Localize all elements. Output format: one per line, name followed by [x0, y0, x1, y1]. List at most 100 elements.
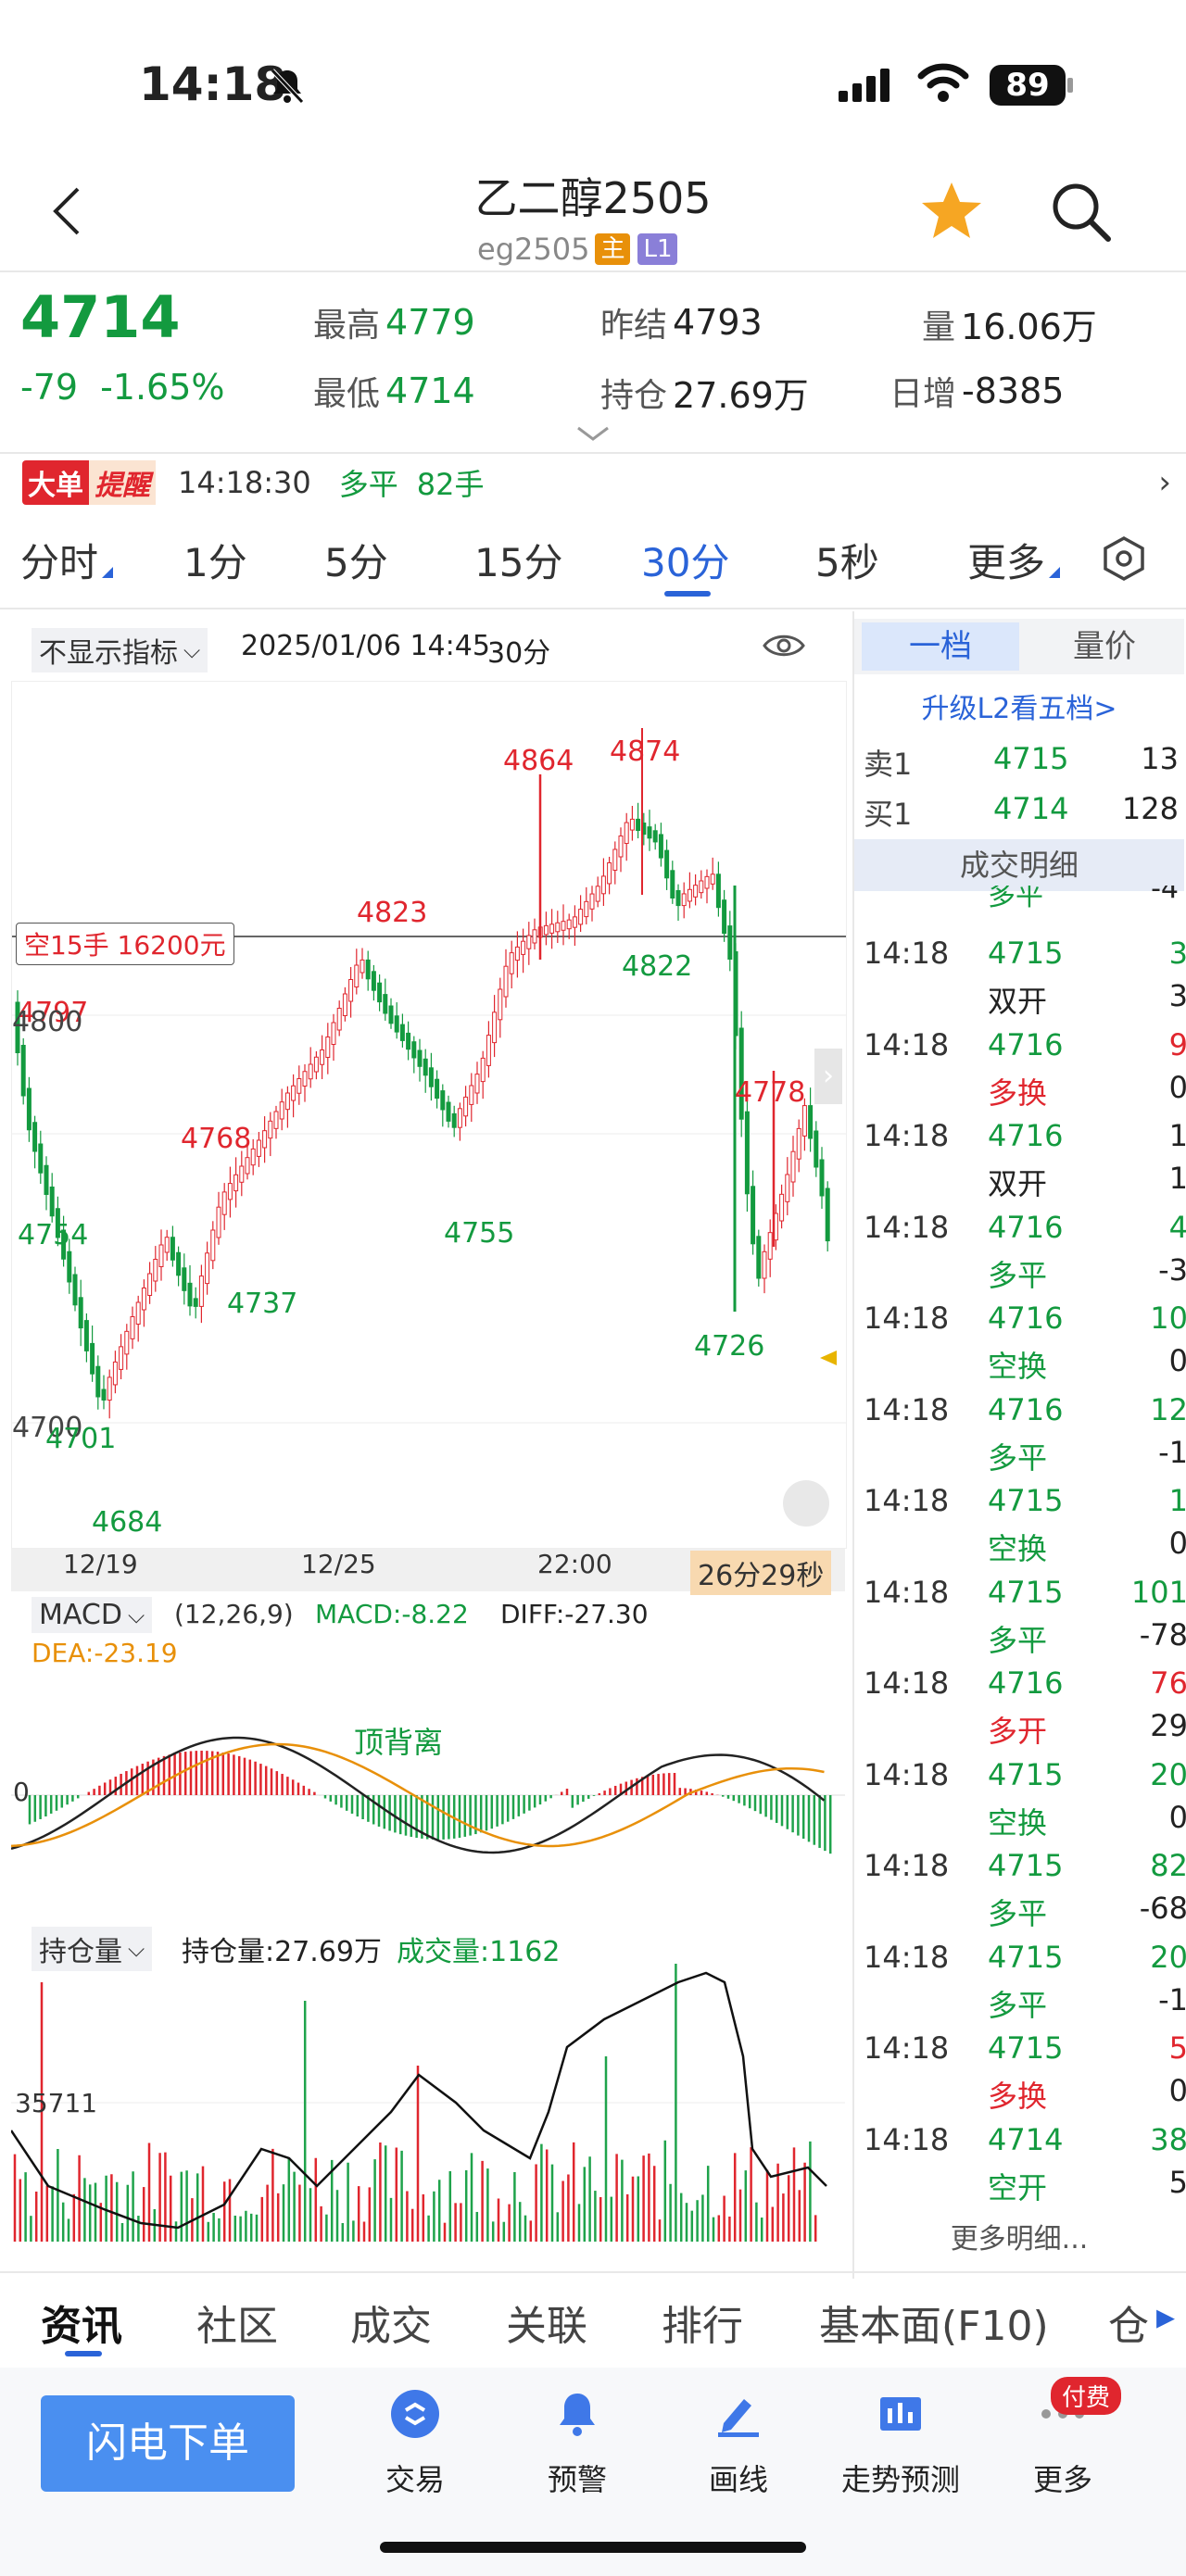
candle-body — [67, 1250, 72, 1283]
tab-3[interactable]: 15分 — [474, 540, 563, 585]
macd-select[interactable]: MACD ⌵ — [32, 1597, 153, 1633]
candle-body — [296, 1078, 302, 1094]
nav-alert[interactable]: 预警 — [508, 2388, 647, 2499]
bottom-tab-5[interactable]: 基本面(F10) — [819, 2303, 1049, 2350]
bottom-tab-6[interactable]: 仓 — [1108, 2303, 1149, 2350]
level-tag: L1 — [637, 233, 678, 265]
expand-chevron-icon[interactable] — [574, 424, 612, 443]
search-icon[interactable] — [1049, 180, 1114, 245]
last-price: 4714 — [20, 283, 181, 351]
candle-body — [383, 994, 388, 1014]
trade-row: 14:18 4715 3 双开 3 — [864, 932, 1186, 1019]
candle-body — [600, 875, 606, 895]
indicator-select[interactable]: 不显示指标 ⌵ — [32, 628, 208, 672]
trade-oi-change: 3 — [1168, 978, 1186, 1013]
trade-volume: 1 — [1168, 1483, 1186, 1518]
back-arrow-icon[interactable] — [48, 183, 85, 239]
countdown-badge: 26分29秒 — [690, 1551, 832, 1595]
upgrade-l2-link[interactable]: 升级L2看五档> — [921, 693, 1117, 725]
candle-body — [463, 1096, 469, 1117]
header-divider — [0, 270, 1186, 272]
alert-badge: 大单 — [22, 460, 89, 505]
candle-body — [112, 1361, 118, 1386]
tab-1[interactable]: 1分 — [183, 540, 247, 585]
candle-body — [365, 959, 371, 980]
bottom-tab-1[interactable]: 社区 — [196, 2303, 278, 2350]
candle-body — [457, 1108, 462, 1128]
nav-draw[interactable]: 画线 — [669, 2388, 808, 2499]
tab-6[interactable]: 更多 — [967, 540, 1046, 585]
trade-type: 双开 — [988, 1166, 1048, 1201]
candle-body — [647, 826, 652, 839]
trade-row: 14:18 4716 4 多平 -3 — [864, 1206, 1186, 1293]
bottom-tab-2[interactable]: 成交 — [350, 2303, 432, 2350]
dea-value: DEA:-23.19 — [32, 1638, 178, 1668]
settings-hexagon-icon[interactable] — [1101, 535, 1147, 582]
candle-body — [182, 1267, 187, 1291]
tab-4[interactable]: 30分 — [641, 540, 730, 585]
price-label: 4823 — [357, 897, 428, 929]
trade-row: 14:18 4716 12 多平 -1 — [864, 1389, 1186, 1476]
eye-icon[interactable] — [762, 630, 806, 661]
star-favorite-icon[interactable] — [919, 180, 984, 241]
candle-body — [819, 1159, 825, 1197]
tab-0[interactable]: 分时 — [20, 540, 99, 585]
bottom-tab-4[interactable]: 排行 — [662, 2303, 743, 2350]
candle-body — [245, 1157, 250, 1175]
candle-body — [354, 964, 360, 987]
trade-price: 4716 — [988, 1665, 1064, 1701]
oi-select[interactable]: 持仓量 ⌵ — [32, 1927, 153, 1971]
nav-more[interactable]: 更多 — [993, 2388, 1132, 2499]
candle-body — [250, 1148, 256, 1166]
candle-body — [239, 1165, 245, 1183]
trade-time: 14:18 — [864, 1209, 950, 1245]
flash-order-button[interactable]: 闪电下单 — [41, 2395, 295, 2492]
oi-level-label: 35711 — [15, 2088, 98, 2118]
side-panel-border — [852, 611, 854, 2279]
scroll-right-handle[interactable]: › — [814, 1049, 842, 1104]
bottom-tab-3[interactable]: 关联 — [506, 2303, 587, 2350]
order-line-label[interactable]: 空15手 16200元 — [16, 923, 234, 965]
nav-trend-forecast[interactable]: 走势预测 — [831, 2388, 970, 2499]
candle-body — [658, 834, 663, 859]
diff-line — [10, 1736, 826, 1854]
trade-time: 14:18 — [864, 1483, 950, 1518]
candle-body — [72, 1274, 78, 1306]
candle-body — [325, 1037, 331, 1058]
side-tab-volume-price[interactable]: 量价 — [1073, 628, 1136, 665]
candlestick-chart[interactable]: 空15手 16200元 4874 4864 4823 4822 4797 4800 4778… — [11, 681, 847, 1549]
candle-body — [498, 988, 503, 1021]
contract-subtitle: eg2505 主 L1 — [477, 232, 678, 267]
bottom-tabs-next-icon[interactable]: ▸ — [1156, 2295, 1176, 2338]
more-deals-link[interactable]: 更多明细... — [950, 2223, 1089, 2256]
tabs-divider — [0, 608, 1186, 609]
price-label: 4755 — [444, 1217, 515, 1250]
candle-body — [767, 1232, 773, 1260]
oi-volume-svg — [9, 1964, 845, 2242]
daily-increase-stat: 日增 -8385 — [890, 367, 1064, 415]
bid-label: 买1 — [864, 797, 913, 832]
candle-body — [555, 922, 561, 933]
chart-period: 30分 — [487, 637, 551, 670]
candle-body — [216, 1206, 221, 1238]
trade-type: 多平 — [988, 1257, 1048, 1293]
tab-2[interactable]: 5分 — [324, 540, 388, 585]
bottom-tab-0[interactable]: 资讯 — [41, 2303, 122, 2350]
status-time: 14:18 — [139, 57, 287, 111]
fullscreen-icon[interactable] — [783, 1480, 829, 1527]
price-label: 4864 — [503, 745, 574, 777]
tab-5[interactable]: 5秒 — [815, 540, 879, 585]
candle-body — [388, 1005, 394, 1024]
candle-body — [187, 1282, 193, 1307]
nav-trade[interactable]: 交易 — [346, 2388, 485, 2499]
price-label: 4800 — [12, 1006, 83, 1038]
big-order-alert[interactable]: 大单 提醒 14:18:30 多平 82手 › — [22, 459, 1171, 506]
chevron-down-icon: ⌵ — [128, 1936, 145, 1962]
candle-body — [727, 925, 733, 961]
trade-price: 4716 — [988, 1209, 1064, 1245]
candle-body — [624, 822, 629, 845]
candle-body — [135, 1301, 141, 1325]
candle-body — [198, 1275, 204, 1307]
candle-body — [756, 1236, 762, 1279]
side-tab-level1[interactable]: 一档 — [862, 622, 1019, 671]
